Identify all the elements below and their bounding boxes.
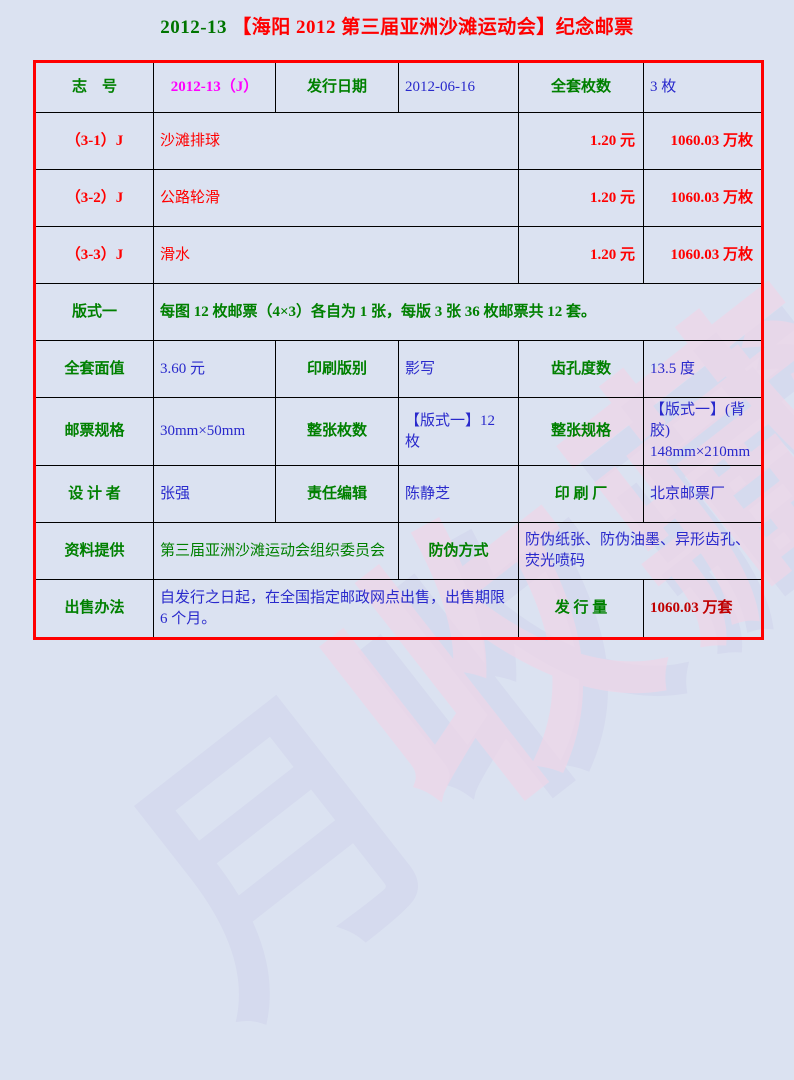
material-source-value: 第三届亚洲沙滩运动会组织委员会: [153, 522, 399, 580]
sheet-spec-line2: 148mm×210mm: [650, 444, 751, 460]
stamp-2-name: 公路轮滑: [153, 169, 519, 227]
printer-value: 北京邮票厂: [643, 465, 763, 523]
catalog-number-label: 志 号: [34, 61, 154, 113]
row-catalog-number: 志 号 2012-13（J） 发行日期 2012-06-16 全套枚数 3 枚: [34, 61, 763, 113]
catalog-number-value: 2012-13（J）: [153, 61, 276, 113]
stamp-1-number: （3-1）J: [34, 112, 154, 170]
perforation-label: 齿孔度数: [518, 340, 644, 398]
issue-date-value: 2012-06-16: [398, 61, 519, 113]
antifake-value: 防伪纸张、防伪油墨、异形齿孔、荧光喷码: [518, 522, 763, 580]
sheet-format-label: 版式一: [34, 283, 154, 341]
sheet-count-label: 整张枚数: [275, 397, 399, 466]
stamp-spec-label: 邮票规格: [34, 397, 154, 466]
row-stamp-1: （3-1）J 沙滩排球 1.20 元 1060.03 万枚: [34, 112, 763, 170]
row-material-source: 资料提供 第三届亚洲沙滩运动会组织委员会 防伪方式 防伪纸张、防伪油墨、异形齿孔…: [34, 522, 763, 580]
row-sale-method: 出售办法 自发行之日起，在全国指定邮政网点出售，出售期限 6 个月。 发 行 量…: [34, 579, 763, 639]
stamp-3-price: 1.20 元: [518, 226, 644, 284]
stamp-1-price: 1.20 元: [518, 112, 644, 170]
row-face-value: 全套面值 3.60 元 印刷版别 影写 齿孔度数 13.5 度: [34, 340, 763, 398]
printer-label: 印 刷 厂: [518, 465, 644, 523]
page-title: 2012-13 【海阳 2012 第三届亚洲沙滩运动会】纪念邮票: [0, 12, 794, 39]
designer-value: 张强: [153, 465, 276, 523]
stamp-3-number: （3-3）J: [34, 226, 154, 284]
sheet-count-value: 【版式一】12 枚: [398, 397, 519, 466]
stamp-2-number: （3-2）J: [34, 169, 154, 227]
set-count-label: 全套枚数: [518, 61, 644, 113]
stamp-3-name: 滑水: [153, 226, 519, 284]
antifake-label: 防伪方式: [398, 522, 519, 580]
issue-quantity-value: 1060.03 万套: [643, 579, 763, 639]
editor-value: 陈静芝: [398, 465, 519, 523]
title-issue-code: 2012-13: [160, 17, 228, 38]
sale-method-label: 出售办法: [34, 579, 154, 639]
material-source-label: 资料提供: [34, 522, 154, 580]
set-count-value: 3 枚: [643, 61, 763, 113]
stamp-info-table: 志 号 2012-13（J） 发行日期 2012-06-16 全套枚数 3 枚 …: [33, 60, 764, 640]
title-text: 【海阳 2012 第三届亚洲沙滩运动会】纪念邮票: [232, 17, 634, 38]
row-designer: 设 计 者 张强 责任编辑 陈静芝 印 刷 厂 北京邮票厂: [34, 465, 763, 523]
printing-type-label: 印刷版别: [275, 340, 399, 398]
stamp-spec-value: 30mm×50mm: [153, 397, 276, 466]
issue-quantity-label: 发 行 量: [518, 579, 644, 639]
issue-date-label: 发行日期: [275, 61, 399, 113]
stamp-1-name: 沙滩排球: [153, 112, 519, 170]
sheet-format-description: 每图 12 枚邮票（4×3）各自为 1 张，每版 3 张 36 枚邮票共 12 …: [153, 283, 763, 341]
row-stamp-2: （3-2）J 公路轮滑 1.20 元 1060.03 万枚: [34, 169, 763, 227]
stamp-2-price: 1.20 元: [518, 169, 644, 227]
stamp-1-quantity: 1060.03 万枚: [643, 112, 763, 170]
sheet-spec-line1: 【版式一】(背胶): [650, 402, 745, 439]
face-value-label: 全套面值: [34, 340, 154, 398]
stamp-3-quantity: 1060.03 万枚: [643, 226, 763, 284]
sheet-spec-label: 整张规格: [518, 397, 644, 466]
row-stamp-spec: 邮票规格 30mm×50mm 整张枚数 【版式一】12 枚 整张规格 【版式一】…: [34, 397, 763, 466]
designer-label: 设 计 者: [34, 465, 154, 523]
face-value-amount: 3.60 元: [153, 340, 276, 398]
row-sheet-format: 版式一 每图 12 枚邮票（4×3）各自为 1 张，每版 3 张 36 枚邮票共…: [34, 283, 763, 341]
perforation-value: 13.5 度: [643, 340, 763, 398]
stamp-2-quantity: 1060.03 万枚: [643, 169, 763, 227]
printing-type-value: 影写: [398, 340, 519, 398]
row-stamp-3: （3-3）J 滑水 1.20 元 1060.03 万枚: [34, 226, 763, 284]
sheet-spec-value: 【版式一】(背胶) 148mm×210mm: [643, 397, 763, 466]
sale-method-value: 自发行之日起，在全国指定邮政网点出售，出售期限 6 个月。: [153, 579, 519, 639]
editor-label: 责任编辑: [275, 465, 399, 523]
